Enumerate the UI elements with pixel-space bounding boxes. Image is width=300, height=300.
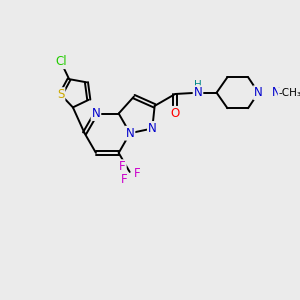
Text: N: N: [126, 127, 134, 140]
Text: O: O: [171, 107, 180, 120]
Text: N: N: [272, 86, 281, 99]
Text: S: S: [57, 88, 64, 101]
Text: N: N: [254, 86, 263, 99]
Text: F: F: [121, 172, 128, 186]
Text: N: N: [194, 86, 202, 99]
Text: N: N: [148, 122, 157, 135]
Text: H: H: [194, 80, 202, 91]
Text: F: F: [134, 167, 140, 181]
Text: -CH₃: -CH₃: [278, 88, 300, 98]
Text: F: F: [119, 160, 126, 173]
Text: Cl: Cl: [55, 55, 67, 68]
Text: N: N: [92, 107, 100, 120]
